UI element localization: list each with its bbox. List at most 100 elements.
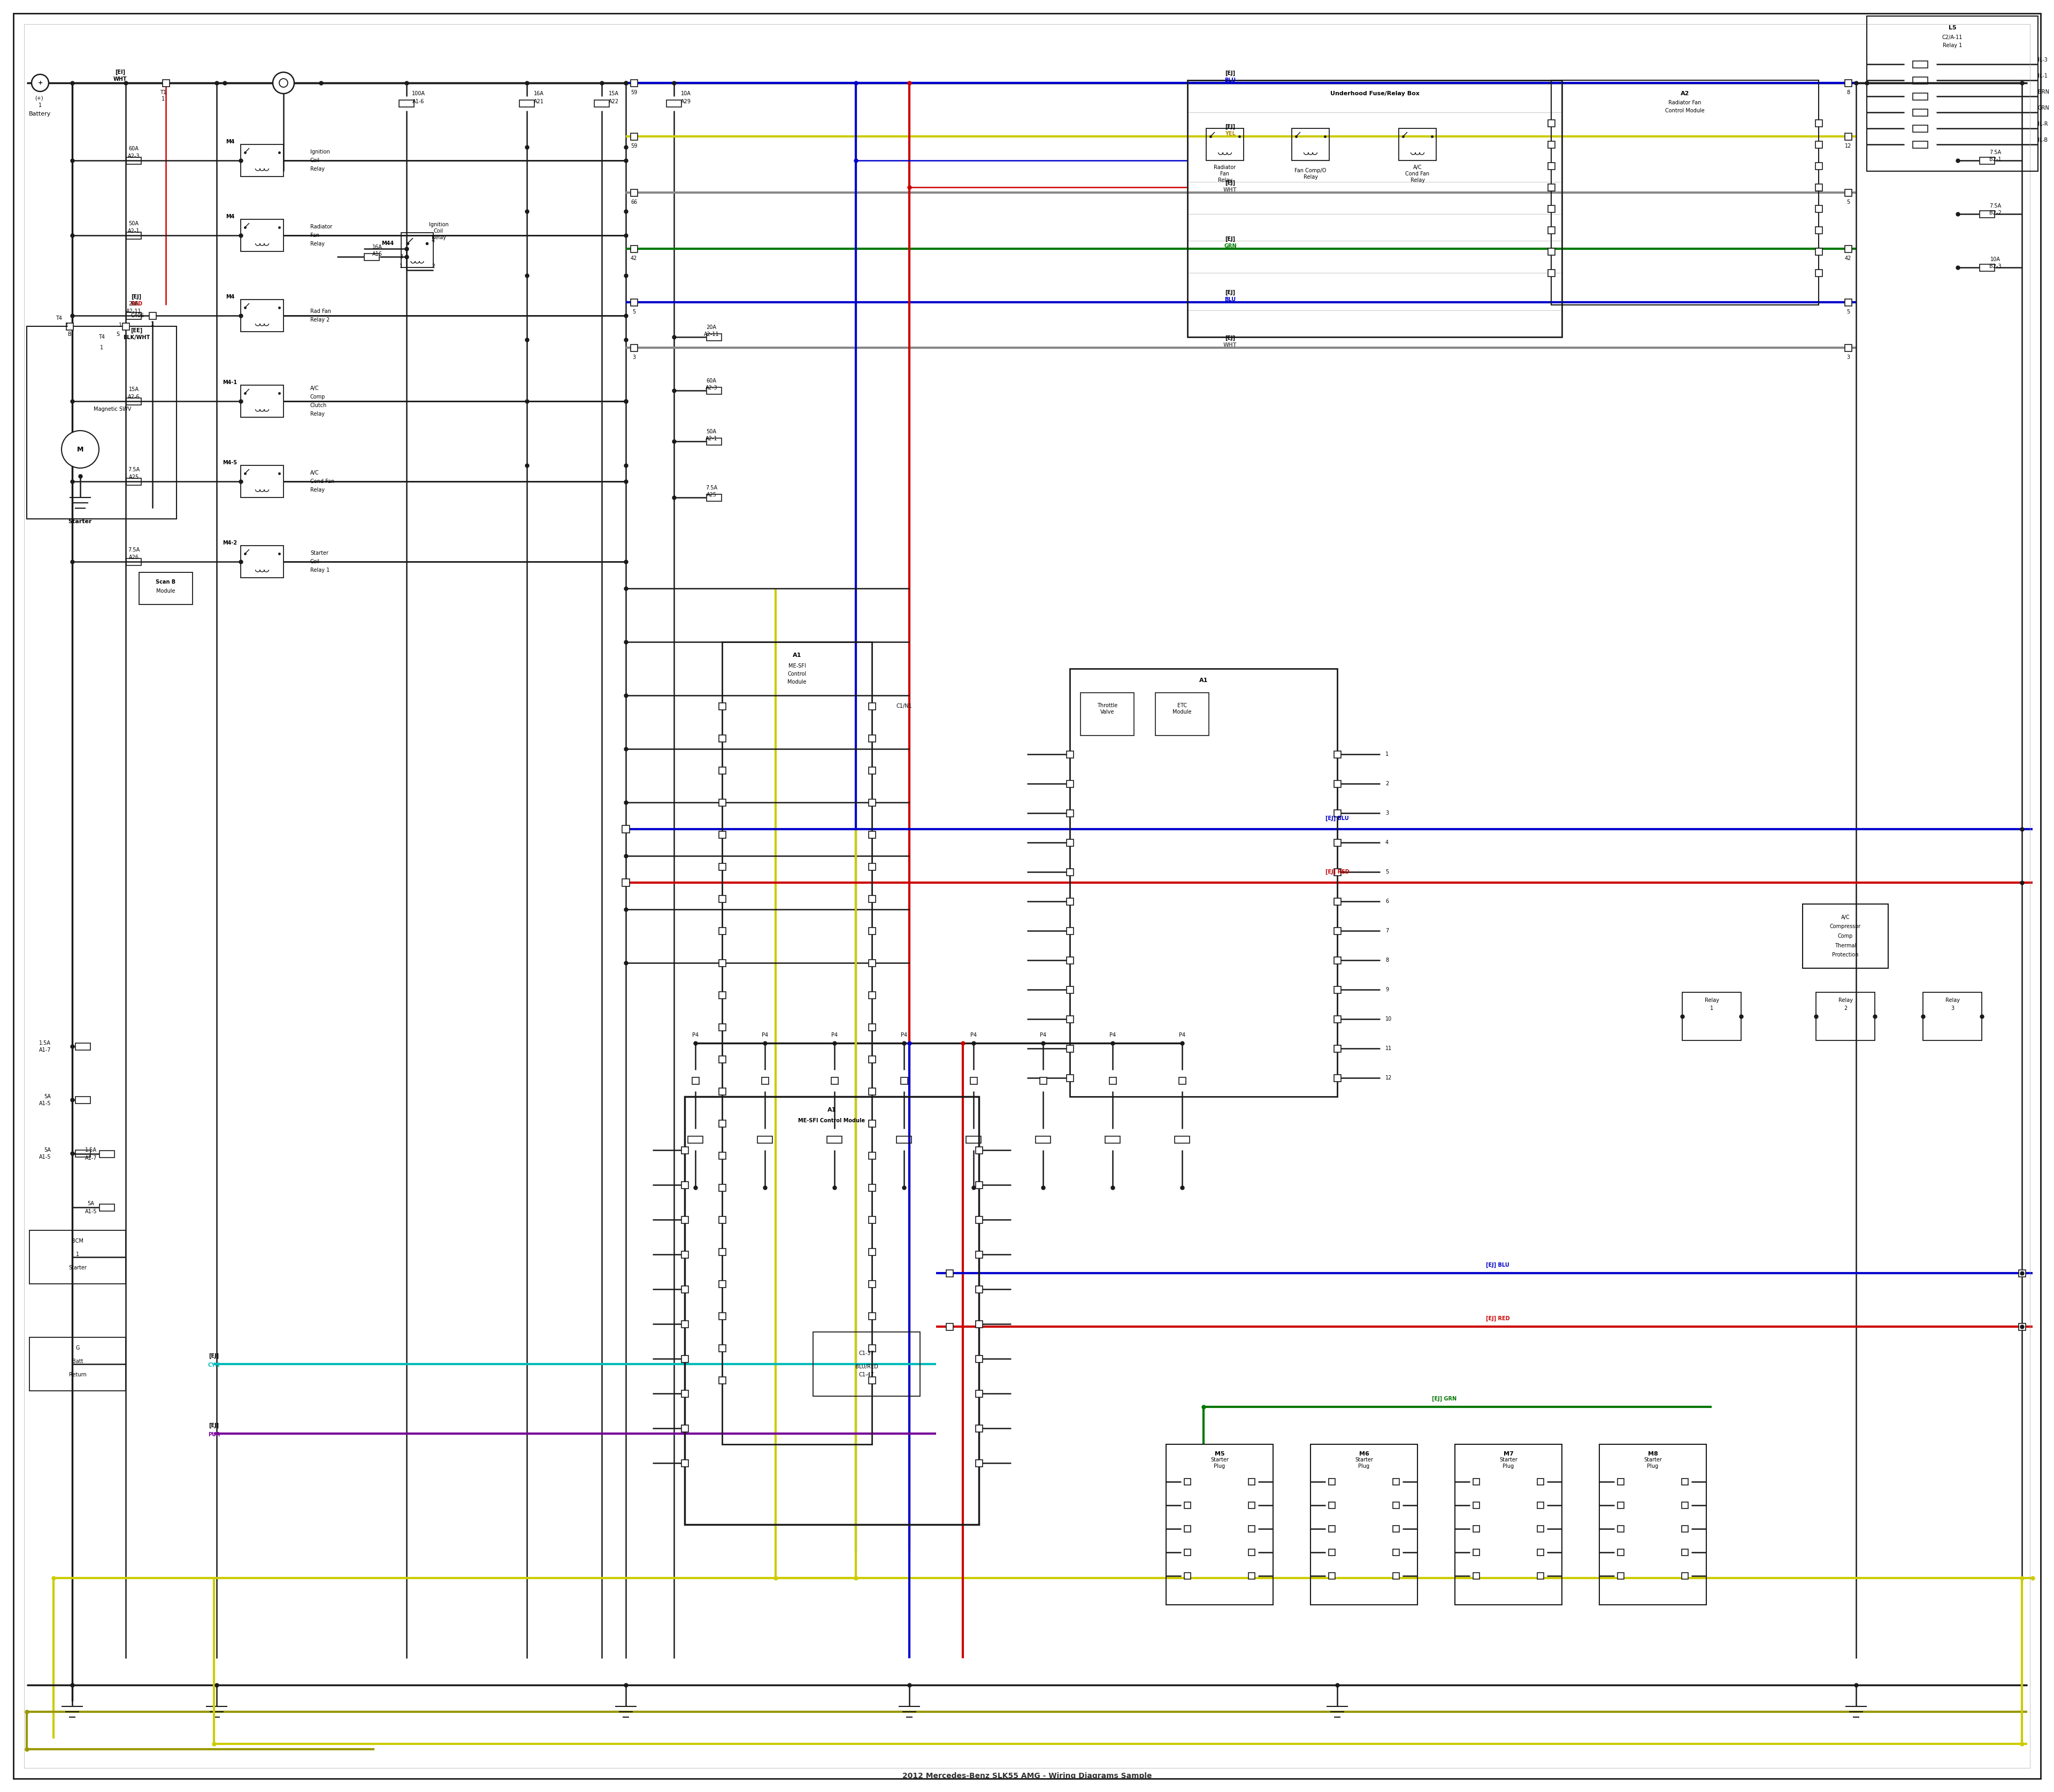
Bar [1066, 957, 1074, 964]
Text: Scan B: Scan B [156, 579, 177, 584]
Bar [125, 557, 142, 564]
Bar [719, 735, 725, 742]
Text: 59: 59 [631, 143, 637, 149]
Text: [EJ] RED: [EJ] RED [1485, 1315, 1510, 1321]
Bar [125, 478, 142, 486]
Text: M4: M4 [226, 294, 234, 299]
Bar [965, 1136, 982, 1143]
Bar [682, 1251, 688, 1258]
Text: 15A: 15A [129, 387, 140, 392]
Text: Relay: Relay [310, 487, 325, 493]
Bar [29, 1231, 125, 1283]
Bar [869, 1023, 875, 1030]
Bar [869, 1217, 875, 1224]
Text: Ignition: Ignition [429, 222, 448, 228]
Bar [1912, 93, 1929, 100]
Bar [99, 1150, 115, 1158]
Bar [1536, 1573, 1545, 1579]
Bar [1912, 77, 1929, 84]
Bar [762, 1077, 768, 1084]
Bar [1066, 1016, 1074, 1023]
Bar [682, 1285, 688, 1292]
Text: 5: 5 [1847, 199, 1851, 204]
Bar [976, 1321, 982, 1328]
Bar [1066, 898, 1074, 905]
Bar [125, 398, 142, 405]
Bar [1080, 694, 1134, 735]
Bar [1333, 810, 1341, 817]
Bar [631, 299, 637, 306]
Text: 4: 4 [431, 238, 435, 244]
Text: IL-R: IL-R [2038, 122, 2048, 127]
Text: 1.5A: 1.5A [39, 1041, 51, 1047]
Text: A2-3: A2-3 [705, 385, 717, 391]
Text: M4: M4 [226, 213, 234, 219]
Bar [1536, 1478, 1545, 1486]
Bar [869, 1152, 875, 1159]
Text: A/C: A/C [1840, 914, 1851, 919]
Bar [1816, 204, 1822, 211]
Bar [869, 991, 875, 998]
Bar [1039, 1077, 1048, 1084]
Text: BRN: BRN [2038, 90, 2050, 95]
Bar [240, 145, 283, 177]
Text: [EJ] GRN: [EJ] GRN [1432, 1396, 1456, 1401]
Text: 7.5A: 7.5A [705, 486, 717, 491]
Text: Protection: Protection [1832, 952, 1859, 957]
Bar [719, 864, 725, 871]
Bar [29, 1337, 125, 1391]
Bar [125, 158, 142, 163]
Text: BLU: BLU [1224, 77, 1237, 82]
Bar [1549, 204, 1555, 211]
Bar [947, 1271, 953, 1276]
Text: 10A: 10A [1990, 256, 2001, 262]
Text: WHT: WHT [113, 77, 127, 82]
Bar [976, 1181, 982, 1188]
Bar [719, 1279, 725, 1287]
Bar [76, 1150, 90, 1158]
Bar [1185, 1502, 1191, 1509]
Text: 5A: 5A [43, 1147, 51, 1152]
Bar [707, 333, 721, 340]
Bar [719, 1249, 725, 1254]
Text: A2-1: A2-1 [705, 435, 717, 441]
Bar [1549, 142, 1555, 149]
Bar [719, 799, 725, 806]
Text: Relay: Relay [310, 412, 325, 418]
Text: M8: M8 [1647, 1452, 1658, 1457]
Text: Thermal: Thermal [1834, 943, 1857, 948]
Bar [1549, 269, 1555, 276]
Text: 66: 66 [631, 199, 637, 204]
Text: Compressor: Compressor [1830, 925, 1861, 930]
Bar [1329, 1525, 1335, 1532]
Text: 11: 11 [1384, 1047, 1393, 1052]
Text: C1-47: C1-47 [859, 1373, 875, 1378]
Bar [719, 991, 725, 998]
Text: A1-7: A1-7 [84, 1156, 97, 1161]
Text: [EJ]: [EJ] [210, 1353, 220, 1358]
Bar [240, 219, 283, 251]
Text: Cond Fan: Cond Fan [310, 478, 335, 484]
Bar [1292, 129, 1329, 161]
Bar [1912, 61, 1929, 68]
Text: A21: A21 [534, 99, 544, 104]
Circle shape [273, 72, 294, 93]
Bar [1333, 1045, 1341, 1052]
Text: A26: A26 [129, 556, 140, 561]
Text: 42: 42 [1844, 256, 1851, 262]
Text: Radiator
Fan
Relay: Radiator Fan Relay [1214, 165, 1237, 183]
Text: A2-11: A2-11 [125, 308, 142, 314]
Bar [1551, 81, 1818, 305]
Bar [240, 299, 283, 332]
Text: Throttle
Valve: Throttle Valve [1097, 702, 1117, 715]
Bar [832, 1077, 838, 1084]
Bar [1329, 1478, 1335, 1486]
Bar [1536, 1548, 1545, 1555]
Bar [719, 1088, 725, 1095]
Text: Relay: Relay [1705, 998, 1719, 1004]
Bar [1333, 986, 1341, 993]
Bar [1600, 1444, 1707, 1606]
Bar [1249, 1525, 1255, 1532]
Bar [1333, 780, 1341, 787]
Text: T4: T4 [99, 335, 105, 340]
